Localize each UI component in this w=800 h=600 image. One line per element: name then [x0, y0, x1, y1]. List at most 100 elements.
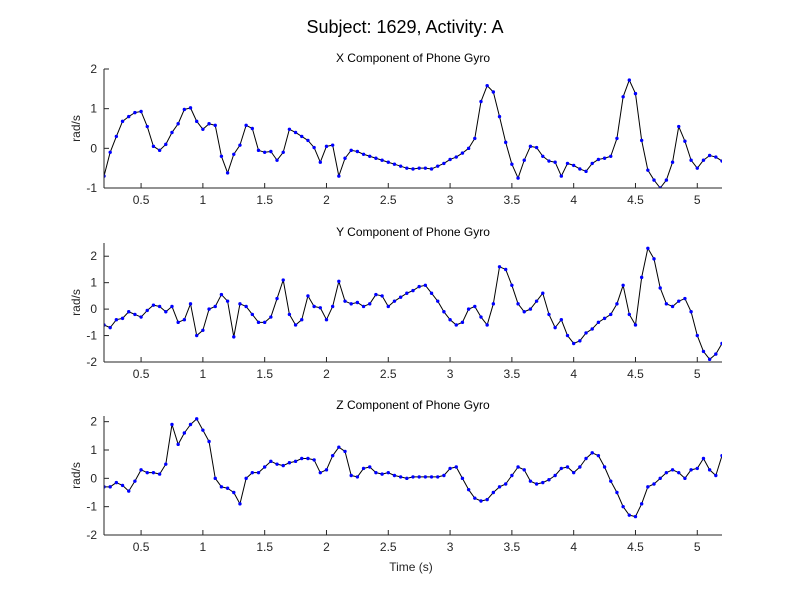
x-gyro-data-point	[491, 90, 496, 94]
y-gyro-data-point	[164, 310, 168, 314]
z-gyro-data-point	[250, 470, 255, 475]
z-gyro-data-point	[664, 470, 669, 475]
z-gyro-data-point	[293, 459, 298, 464]
z-gyro-data-point	[176, 442, 180, 447]
z-gyro-data-point	[590, 451, 594, 455]
x-gyro-data-point	[374, 156, 378, 160]
z-gyro-data-point	[683, 476, 687, 481]
x-gyro-data-point	[547, 159, 551, 163]
x-gyro-data-point	[683, 139, 687, 143]
x-gyro-y-tick-label: 1	[90, 102, 97, 116]
x-gyro-data-point	[361, 152, 366, 156]
x-gyro-data-point	[133, 110, 137, 115]
z-gyro-data-point	[522, 468, 526, 472]
y-gyro-data-point	[571, 341, 576, 346]
z-gyro-data-point	[262, 465, 267, 469]
x-gyro-x-tick-label: 5	[694, 193, 701, 207]
x-gyro-data-point	[120, 119, 125, 124]
x-gyro-data-point	[343, 156, 347, 160]
z-gyro-data-point	[318, 470, 322, 475]
y-gyro-x-tick-label: 4	[570, 367, 577, 381]
y-gyro-y-tick-label: -2	[86, 355, 97, 369]
y-gyro-data-point	[652, 257, 656, 261]
z-gyro-data-point	[417, 475, 421, 479]
y-gyro-data-point	[287, 312, 292, 317]
x-gyro-data-point	[108, 150, 112, 154]
x-gyro-data-point	[318, 160, 322, 164]
x-gyro-data-point	[330, 143, 335, 147]
z-gyro-data-point	[701, 456, 706, 461]
x-gyro-data-point	[405, 166, 409, 170]
z-gyro-x-tick-label: 5	[694, 540, 701, 554]
y-gyro-data-point	[609, 312, 613, 317]
x-gyro-y-tick-label: 0	[90, 141, 97, 155]
y-gyro-data-point	[677, 299, 681, 303]
y-gyro-data-point	[386, 304, 390, 309]
y-gyro-y-tick-label: 1	[90, 276, 97, 290]
x-gyro-data-point	[256, 148, 261, 153]
z-gyro-data-point	[639, 502, 644, 506]
z-gyro-data-point	[355, 475, 360, 479]
x-gyro-data-point	[633, 91, 638, 96]
y-gyro-data-point	[534, 299, 539, 303]
y-gyro-data-point	[664, 302, 669, 306]
x-gyro-data-point	[151, 144, 156, 149]
y-gyro-data-point	[714, 352, 718, 356]
x-gyro-data-point	[516, 176, 520, 180]
x-gyro-data-point	[423, 166, 428, 170]
x-gyro-x-tick-label: 0.5	[133, 193, 150, 207]
z-gyro-data-point	[695, 466, 699, 471]
z-gyro-data-point	[646, 485, 650, 489]
z-gyro-data-point	[306, 456, 310, 461]
z-gyro-data-point	[312, 458, 316, 462]
x-gyro-data-point	[720, 159, 722, 163]
z-gyro-data	[104, 417, 722, 519]
z-gyro-data-point	[547, 478, 551, 482]
y-gyro-data-point	[300, 317, 304, 322]
y-gyro-data-point	[720, 341, 722, 346]
z-gyro-x-tick-label: 2.5	[380, 540, 397, 554]
y-gyro-data-point	[361, 304, 366, 309]
z-gyro-data-point	[343, 449, 347, 454]
z-gyro-title: Z Component of Phone Gyro	[336, 398, 490, 412]
x-gyro-data-point	[559, 174, 564, 178]
x-gyro-data-point	[609, 154, 613, 158]
z-gyro-data-point	[386, 470, 390, 475]
z-gyro-data-point	[571, 470, 576, 475]
x-gyro-data-point	[225, 171, 230, 175]
z-gyro-data-point	[670, 468, 675, 472]
x-gyro-data-point	[269, 149, 273, 154]
x-gyro-data-point	[176, 122, 180, 126]
y-gyro-data-point	[157, 304, 162, 309]
z-gyro-data-point	[442, 473, 446, 478]
y-gyro-x-tick-label: 2	[323, 367, 330, 381]
z-gyro-data-point	[330, 453, 335, 458]
y-gyro-data-point	[238, 302, 242, 306]
y-gyro-y-axis-label: rad/s	[69, 289, 83, 316]
x-gyro-data-point	[689, 158, 693, 162]
x-axis-label: Time (s)	[389, 560, 433, 574]
z-gyro-data-point	[559, 466, 564, 471]
z-gyro-data-point	[423, 475, 428, 479]
y-gyro-data-point	[547, 312, 551, 317]
x-gyro-data-point	[497, 114, 502, 119]
y-gyro-data	[104, 246, 722, 362]
x-gyro-data-point	[677, 124, 681, 129]
y-gyro-data-point	[374, 292, 378, 297]
z-gyro-data-point	[219, 485, 224, 489]
y-gyro-data-point	[522, 310, 526, 314]
z-gyro-data-point	[707, 468, 712, 472]
y-gyro-data-point	[497, 265, 502, 269]
x-gyro-data-point	[442, 161, 446, 166]
x-gyro-data-point	[114, 134, 119, 139]
x-gyro-panel: X Component of Phone Gyro rad/s 0.5 1 1.5 2 2.…	[69, 51, 722, 207]
z-gyro-data-point	[157, 472, 162, 476]
x-gyro-data-point	[281, 150, 285, 154]
y-gyro-data-point	[516, 302, 520, 306]
z-gyro-data-point	[473, 496, 477, 500]
y-gyro-data-point	[207, 307, 211, 311]
z-gyro-data-point	[720, 453, 722, 458]
x-gyro-data-point	[584, 169, 588, 174]
x-gyro-x-tick-label: 2	[323, 193, 330, 207]
y-gyro-data-point	[448, 317, 452, 322]
